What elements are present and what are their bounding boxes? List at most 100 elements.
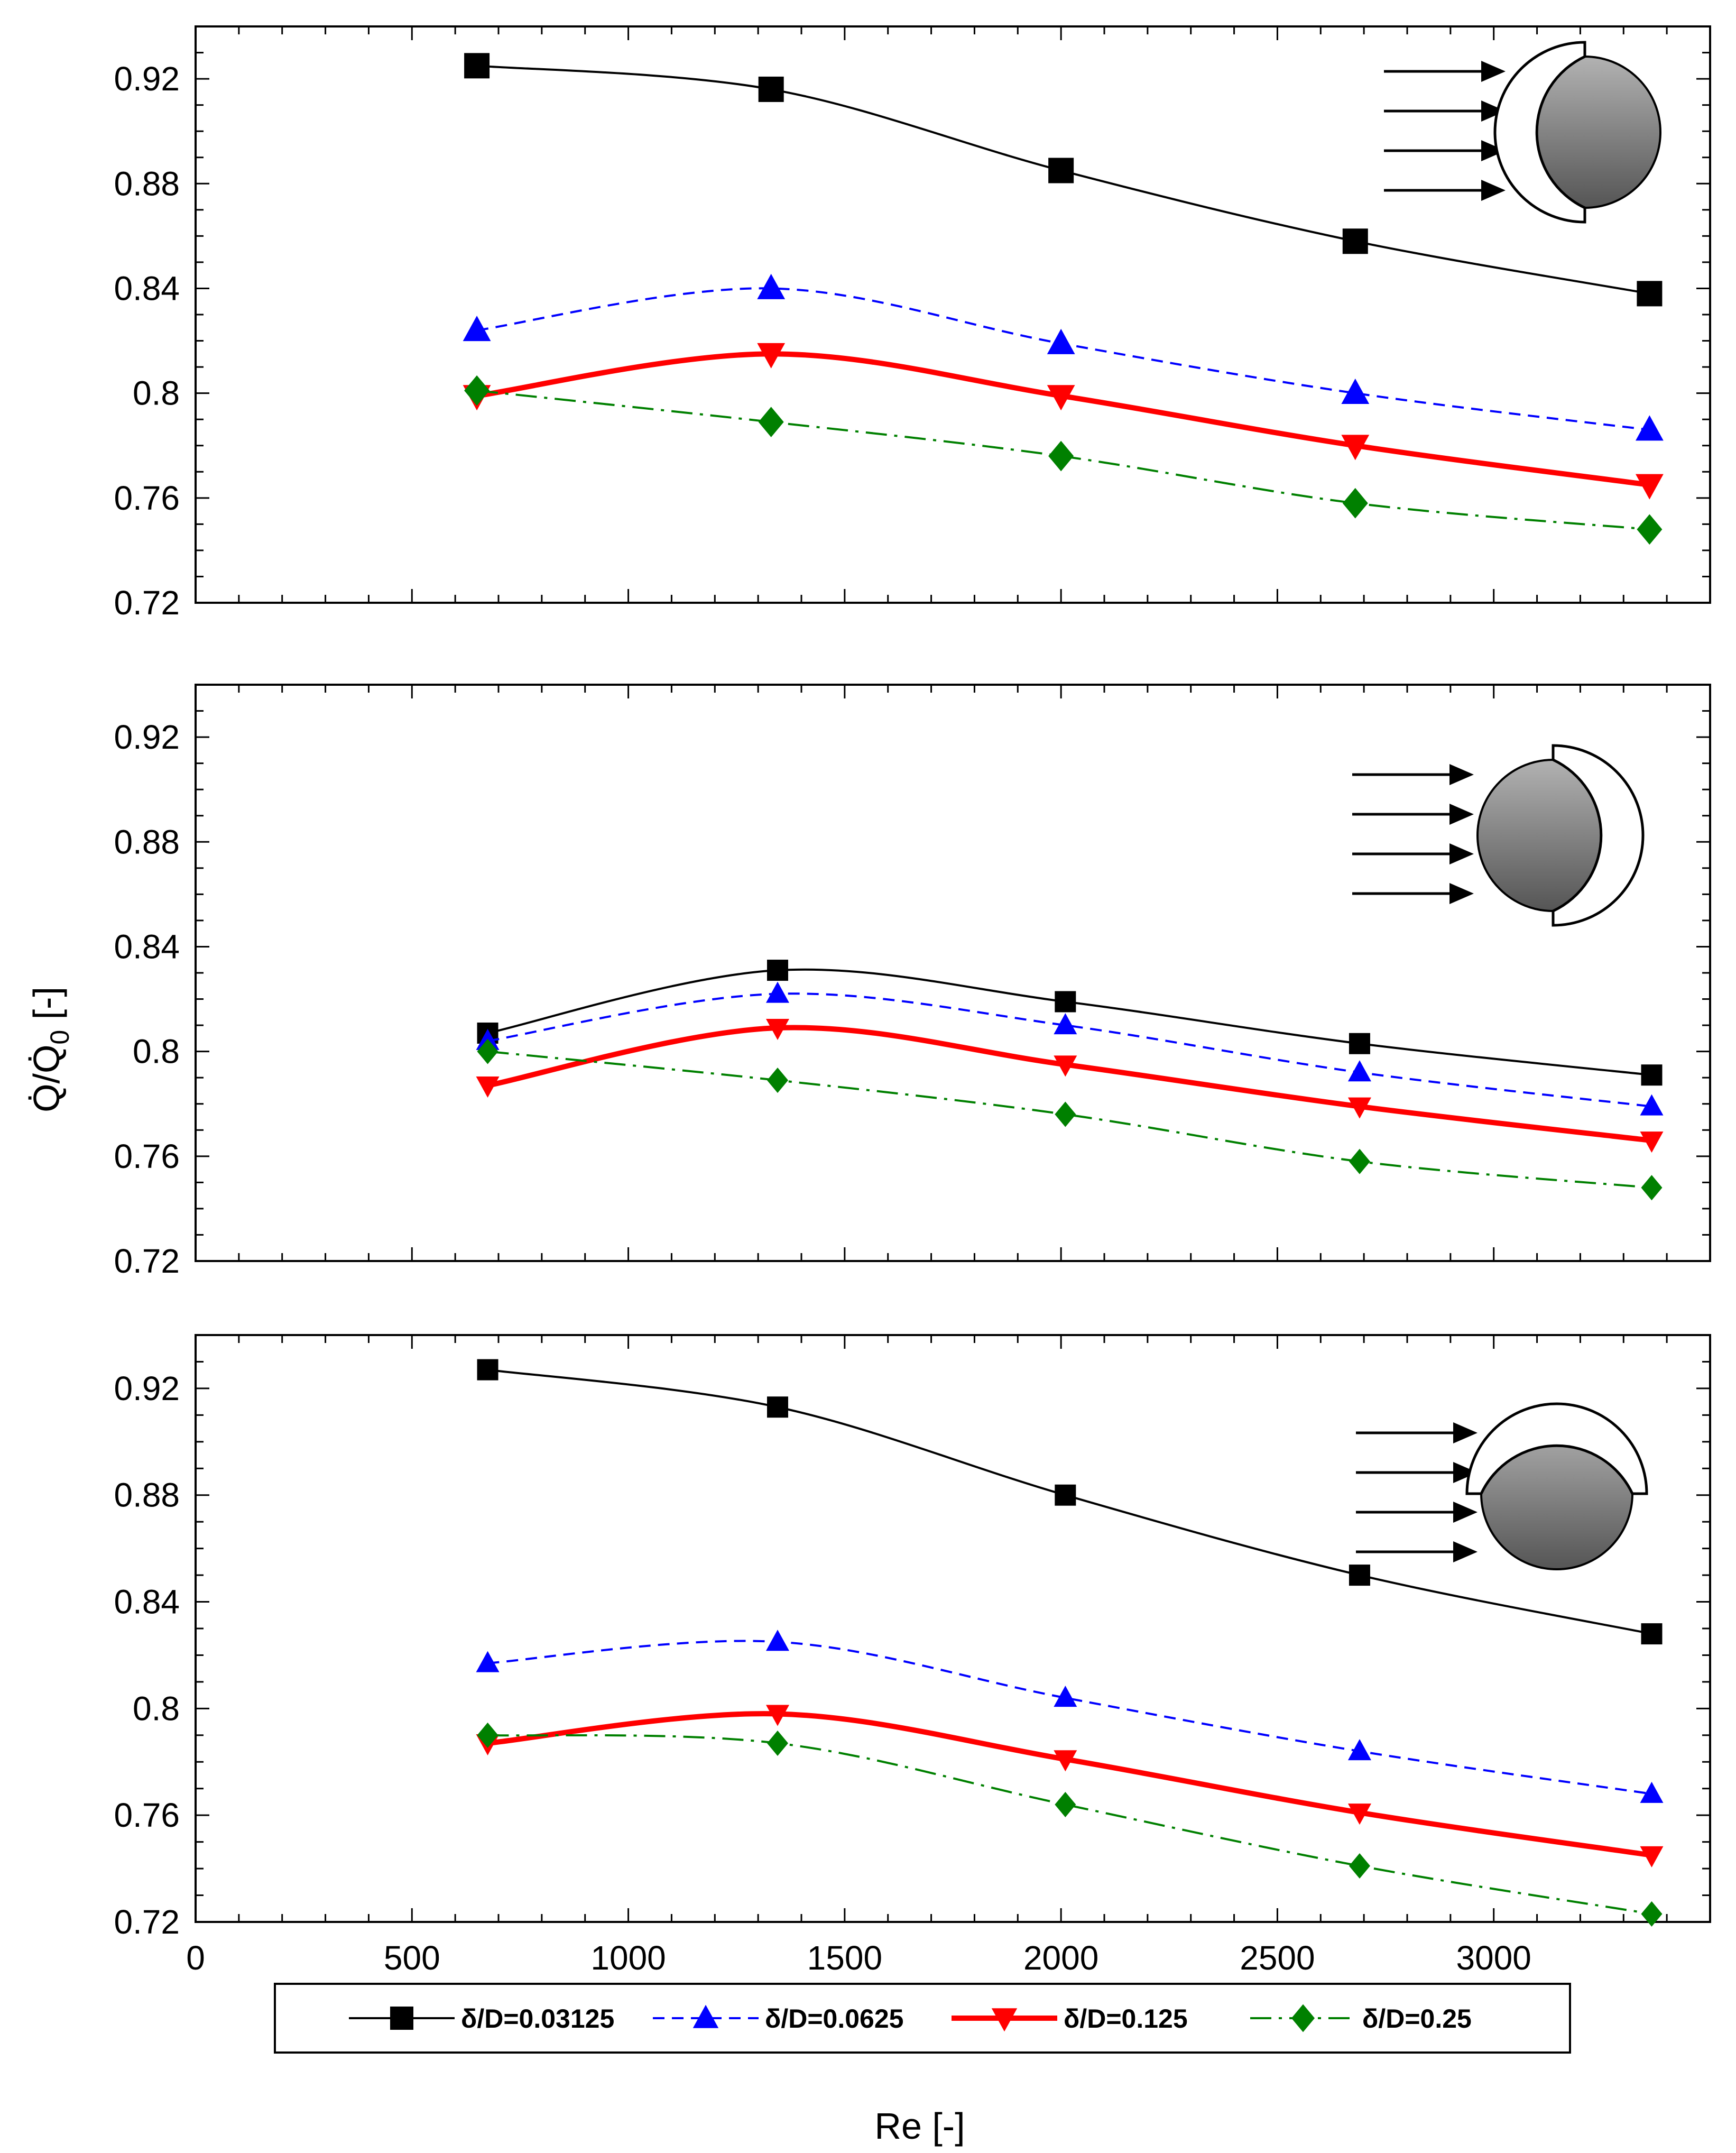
data-point [1640,1131,1664,1153]
series-line [487,1050,1652,1189]
geometry-inset-cover-downstream [1352,744,1645,927]
y-tick-label: 0.88 [114,164,180,203]
y-tick-label: 0.92 [114,1369,180,1407]
flow-arrow-head [1453,1502,1478,1523]
data-point [1636,474,1664,500]
x-tick-label: 2000 [1023,1939,1098,1977]
data-point [1349,1148,1370,1174]
data-point [477,1038,498,1064]
data-point [477,1359,498,1381]
y-tick-label: 0.76 [114,479,180,517]
x-tick-label: 1500 [807,1939,882,1977]
data-point [1341,379,1370,404]
legend-marker [991,2008,1018,2032]
data-point [464,375,490,406]
data-point [1347,1097,1371,1119]
series-1 [464,53,1663,307]
series-1 [477,1359,1663,1645]
geometry-inset-cover-upstream [1384,41,1661,224]
data-point [765,981,789,1003]
data-point [765,1630,789,1651]
series-line [487,992,1652,1108]
data-point [1054,1686,1077,1707]
series-3 [476,1019,1664,1153]
panel-middle: 0.72 0.76 0.8 0.84 0.88 0.92 [114,684,1711,1280]
data-point [758,407,784,437]
data-point [1347,1739,1371,1761]
series-3 [463,343,1664,500]
y-tick-label: 0.88 [114,1476,180,1514]
legend-marker [1291,2004,1315,2032]
flow-arrow-head [1449,843,1474,864]
data-point [1055,991,1076,1013]
data-point [1055,1792,1076,1817]
y-tick-label: 0.84 [114,269,180,307]
data-point [757,273,786,299]
flow-arrow-head [1481,100,1506,122]
flow-arrow-head [1453,1422,1478,1443]
legend-label: δ/D=0.125 [1064,2004,1188,2034]
data-point [1640,1846,1664,1867]
y-axis-label-main: Q̇/Q̇ [26,1045,67,1112]
data-point [1048,440,1074,472]
data-point [1641,1175,1663,1201]
flow-arrow-head [1481,61,1506,82]
data-point [476,1651,500,1672]
y-axis-label-subscript: 0 [45,1030,75,1045]
y-tick-label: 0.88 [114,823,180,861]
legend-marker [390,2007,413,2030]
data-point [1047,385,1075,411]
data-point [1349,1853,1370,1879]
y-tick-label: 0.72 [114,1242,180,1280]
data-point [1347,1060,1371,1082]
flow-arrow-head [1449,804,1474,825]
data-point [1641,1623,1663,1645]
legend-entry-3: δ/D=0.125 [952,2004,1188,2034]
data-point [1047,328,1075,354]
data-point [1637,514,1663,545]
data-point [767,960,788,981]
data-point [1640,1781,1664,1803]
flow-arrow-head [1449,883,1474,904]
y-tick-label: 0.8 [133,1689,180,1727]
x-tick-label: 2500 [1240,1939,1315,1977]
y-tick-label: 0.72 [114,584,180,622]
flow-arrow-head [1453,1541,1478,1562]
series-line [487,1711,1652,1858]
data-point [1636,415,1664,441]
panel-top: 0.72 0.76 0.8 0.84 0.88 0.92 [114,25,1711,622]
y-tick-label: 0.92 [114,60,180,98]
y-tick-label: 0.76 [114,1137,180,1175]
data-point [1048,158,1074,183]
x-tick-label: 0 [186,1939,205,1977]
legend-entry-4: δ/D=0.25 [1250,2004,1472,2034]
data-point [765,1705,789,1726]
data-point [767,1730,788,1756]
y-tick-label: 0.72 [114,1903,180,1941]
data-point [464,53,490,79]
data-point [477,1722,498,1748]
data-point [1347,1804,1371,1825]
data-point [476,1076,500,1098]
legend-label: δ/D=0.25 [1362,2004,1472,2034]
legend-entry-2: δ/D=0.0625 [653,2004,903,2034]
data-point [1641,1901,1663,1927]
series-4 [464,375,1663,545]
data-point [1349,1565,1370,1586]
legend-label: δ/D=0.03125 [461,2004,614,2034]
half-cover [1552,744,1645,927]
data-point [1055,1484,1076,1506]
data-point [1640,1094,1664,1116]
x-tick-label: 3000 [1456,1939,1531,1977]
legend-box [274,1983,1571,2054]
panel-bottom: 0.72 0.76 0.8 0.84 0.88 0.92 0 500 1000 1500 2000 2… [114,1334,1711,1977]
series-4 [477,1038,1663,1201]
series-2 [476,981,1664,1116]
y-tick-label: 0.8 [133,374,180,412]
data-point [1641,1064,1663,1086]
x-tick-label: 1000 [590,1939,666,1977]
legend-label: δ/D=0.0625 [765,2004,903,2034]
plot-frame [195,684,1711,1262]
data-point [1341,435,1370,461]
